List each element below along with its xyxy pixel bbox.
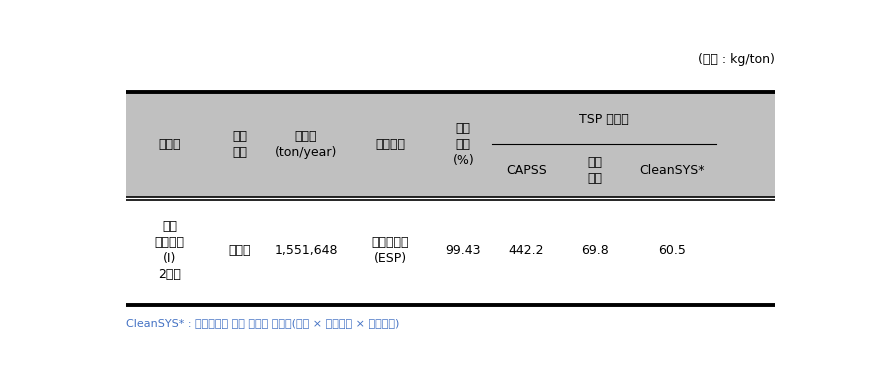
Text: 방지
효율
(%): 방지 효율 (%) xyxy=(453,122,474,167)
Text: 유연탄: 유연탄 xyxy=(228,244,250,257)
Text: 시설명: 시설명 xyxy=(159,138,181,151)
Text: TSP 배울량: TSP 배울량 xyxy=(580,113,630,126)
Text: CleanSYS* : 배울농도에 의해 산정된 배울량(농도 × 가동시간 × 배울유량): CleanSYS* : 배울농도에 의해 산정된 배울량(농도 × 가동시간 ×… xyxy=(126,318,399,328)
Text: 60.5: 60.5 xyxy=(658,244,686,257)
Bar xyxy=(126,197,774,305)
Text: 화력
발전시설
(I)
2호기: 화력 발전시설 (I) 2호기 xyxy=(154,220,185,281)
Text: 사용
연료: 사용 연료 xyxy=(232,130,247,159)
Text: 사용량
(ton/year): 사용량 (ton/year) xyxy=(275,130,337,159)
Text: 69.8: 69.8 xyxy=(581,244,609,257)
Bar xyxy=(126,92,774,197)
Text: 방지시설: 방지시설 xyxy=(375,138,405,151)
Text: CleanSYS*: CleanSYS* xyxy=(640,164,705,177)
Text: CAPSS: CAPSS xyxy=(506,164,547,177)
Text: (단위 : kg/ton): (단위 : kg/ton) xyxy=(698,53,774,66)
Text: 442.2: 442.2 xyxy=(508,244,544,257)
Text: 연구
결과: 연구 결과 xyxy=(587,156,603,185)
Text: 1,551,648: 1,551,648 xyxy=(274,244,337,257)
Text: 전기집진기
(ESP): 전기집진기 (ESP) xyxy=(371,236,409,265)
Text: 99.43: 99.43 xyxy=(446,244,481,257)
